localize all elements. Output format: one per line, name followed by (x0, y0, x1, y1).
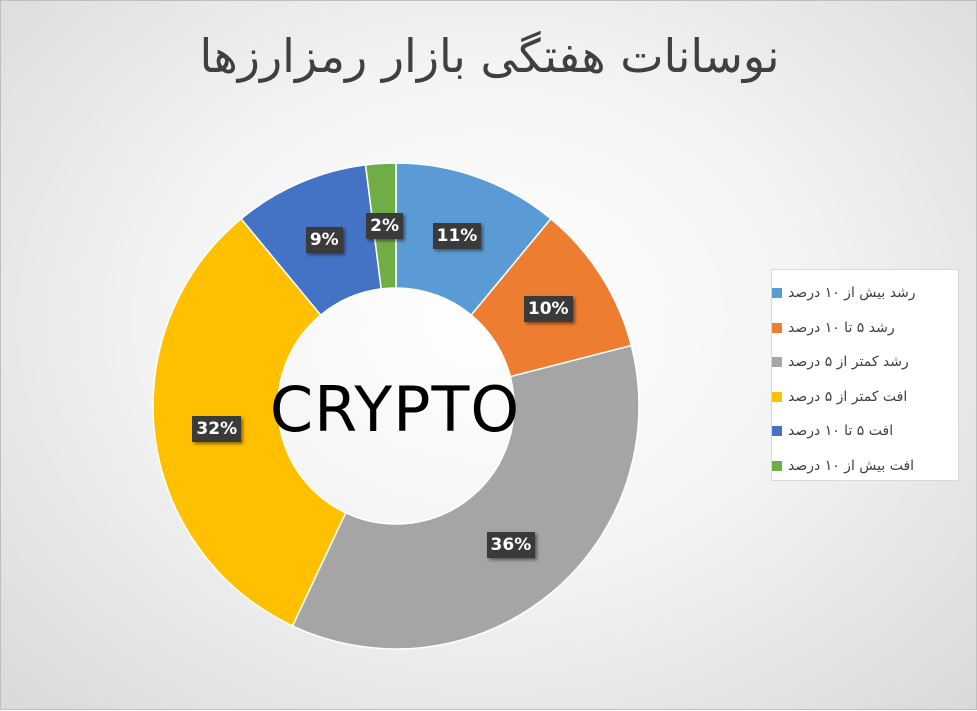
legend-item-rise-under-5: رشد کمتر از ۵ درصد (772, 345, 958, 380)
legend-item-rise-5-10: رشد ۵ تا ۱۰ درصد (772, 311, 958, 346)
legend-item-drop-5-10: افت ۵ تا ۱۰ درصد (772, 414, 958, 449)
legend-swatch (772, 460, 782, 471)
legend: رشد بیش از ۱۰ درصد رشد ۵ تا ۱۰ درصد رشد کم… (771, 269, 959, 481)
data-label-rise-over-10: 11% (432, 223, 482, 250)
legend-label: رشد بیش از ۱۰ درصد (788, 285, 916, 302)
data-label-drop-under-5: 32% (192, 415, 242, 442)
legend-swatch (772, 288, 782, 299)
data-label-rise-5-10: 10% (523, 296, 573, 323)
legend-item-drop-over-10: افت بیش از ۱۰ درصد (772, 449, 958, 484)
legend-label: رشد ۵ تا ۱۰ درصد (788, 319, 895, 336)
chart-title: نوسانات هفتگی بازار رمزارزها (199, 29, 780, 83)
legend-label: افت ۵ تا ۱۰ درصد (788, 423, 894, 440)
legend-item-rise-over-10: رشد بیش از ۱۰ درصد (772, 276, 958, 311)
legend-label: افت کمتر از ۵ درصد (788, 388, 908, 405)
legend-swatch (772, 357, 782, 368)
data-label-rise-under-5: 36% (486, 532, 536, 559)
legend-swatch (772, 426, 782, 437)
center-label: CRYPTO (269, 373, 521, 446)
legend-label: افت بیش از ۱۰ درصد (788, 457, 915, 474)
data-label-drop-over-10: 2% (366, 212, 404, 239)
slice-rise-under-5 (291, 344, 640, 650)
data-label-drop-5-10: 9% (305, 227, 343, 254)
legend-label: رشد کمتر از ۵ درصد (788, 354, 909, 371)
legend-swatch (772, 391, 782, 402)
legend-item-drop-under-5: افت کمتر از ۵ درصد (772, 380, 958, 415)
slice-drop-under-5 (152, 217, 347, 627)
legend-swatch (772, 322, 782, 333)
